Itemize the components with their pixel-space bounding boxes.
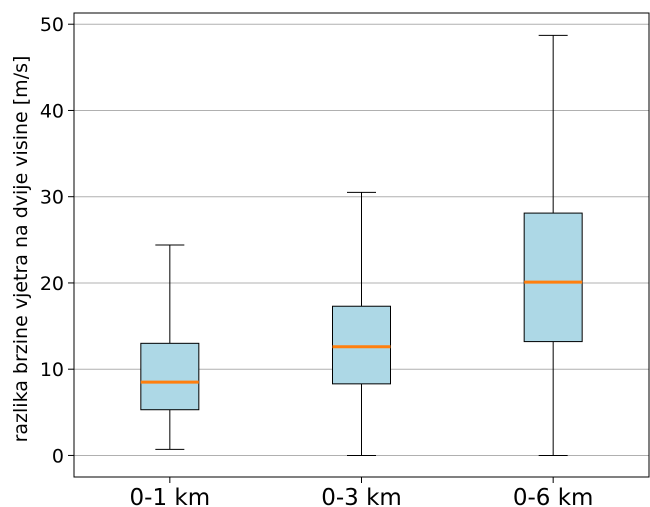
box-group: [332, 191, 391, 456]
y-tick-label: 10: [40, 359, 64, 381]
x-tick-label: 0-6 km: [513, 485, 594, 507]
y-tick-label: 20: [40, 273, 64, 295]
box-iqr: [332, 305, 391, 385]
x-tick-label: 0-1 km: [130, 485, 211, 507]
x-axis-ticks: 0-1 km 0-3 km 0-6 km: [130, 477, 594, 507]
y-tick-label: 40: [40, 100, 64, 122]
box-iqr: [140, 342, 200, 411]
y-tick-label: 0: [52, 445, 64, 467]
y-axis-ticks: 0 10 20 30 40 50: [40, 14, 74, 467]
y-tick-label: 30: [40, 187, 64, 209]
y-axis-title: razlika brzine vjetra na dvije visine [m…: [10, 56, 32, 443]
box-group: [140, 244, 200, 450]
x-tick-label: 0-3 km: [321, 485, 402, 507]
y-tick-label: 50: [40, 14, 64, 36]
box-group: [523, 34, 583, 456]
box-series: [140, 34, 583, 456]
box-iqr: [523, 212, 583, 343]
